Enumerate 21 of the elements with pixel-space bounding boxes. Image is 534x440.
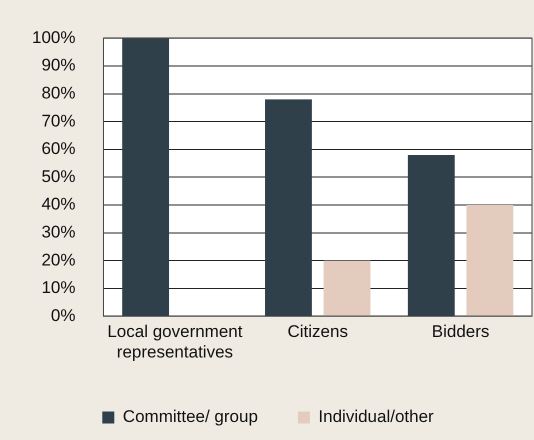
legend-label: Individual/other bbox=[318, 407, 434, 426]
y-tick-label: 0% bbox=[50, 306, 76, 325]
y-tick-label: 20% bbox=[41, 250, 76, 270]
y-tick-label: 80% bbox=[41, 83, 76, 102]
y-tick-label: 10% bbox=[41, 278, 76, 298]
y-tick-label: 60% bbox=[41, 139, 76, 158]
x-tick-label: Citizens bbox=[288, 322, 348, 342]
legend-label: Committee/ group bbox=[122, 407, 258, 426]
x-tick-label: Bidders bbox=[432, 322, 490, 342]
bar bbox=[265, 99, 312, 316]
bar bbox=[466, 205, 514, 316]
x-tick-label: Local government representatives bbox=[107, 322, 243, 362]
y-tick-label: 30% bbox=[41, 222, 76, 242]
y-tick-label: 100% bbox=[32, 28, 76, 47]
bar bbox=[122, 38, 170, 316]
bar bbox=[324, 260, 370, 316]
y-tick-label: 90% bbox=[41, 56, 76, 75]
y-tick-label: 50% bbox=[41, 166, 76, 186]
y-tick-label: 70% bbox=[41, 111, 76, 130]
bar bbox=[408, 154, 455, 316]
y-tick-label: 40% bbox=[41, 194, 76, 214]
